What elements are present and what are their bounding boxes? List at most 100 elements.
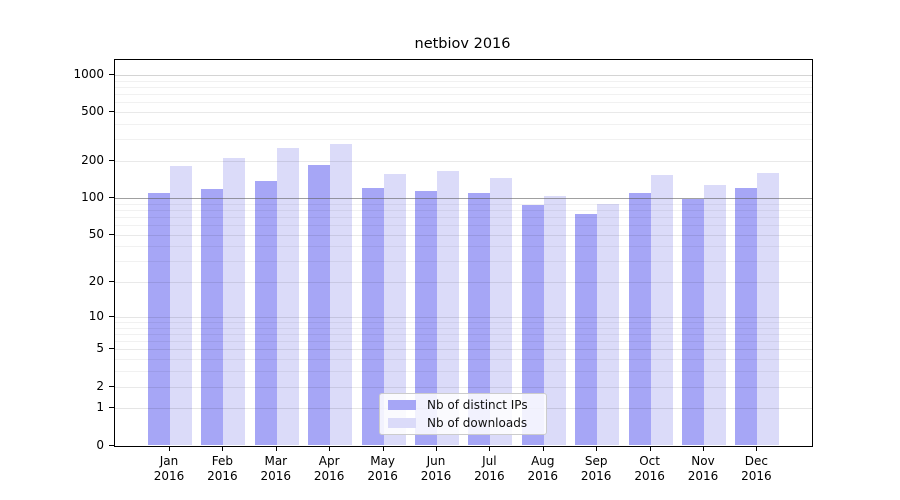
gridline-9 [115,322,812,324]
legend-row-distinct-ips: Nb of distinct IPs [380,398,546,413]
x-tick-label-aug: Aug 2016 [527,453,559,483]
y-tick-label-100: 100 [81,190,104,204]
y-tick-label-50: 50 [88,226,104,241]
y-tick-50 [109,233,114,235]
gridline-50 [115,234,812,236]
bar-distinct-ips-jan [148,192,170,446]
bar-downloads-nov [704,184,726,446]
x-tick-nov [703,446,704,451]
y-tick-label-20: 20 [88,274,104,289]
bar-distinct-ips-apr [308,164,331,446]
bar-distinct-ips-dec [735,187,758,446]
bar-distinct-ips-oct [628,192,651,446]
x-tick-dec [756,446,758,451]
bar-downloads-may [383,174,406,446]
x-tick-feb [222,446,224,451]
gridline-6 [115,341,812,343]
gridline-600 [115,102,812,104]
gridline-3 [115,371,812,373]
bar-distinct-ips-mar [254,180,277,446]
x-tick-aug [542,446,544,451]
y-tick-label-2: 2 [96,378,104,393]
bar-distinct-ips-aug [521,205,544,446]
legend: Nb of distinct IPs Nb of downloads [379,393,547,435]
bar-distinct-ips-jul [468,193,491,446]
gridline-8 [115,327,812,329]
x-tick-jul [489,446,491,451]
x-tick-label-mar: Mar 2016 [260,453,292,483]
gridline-5 [115,349,812,351]
gridline-40 [115,246,812,248]
legend-swatch-downloads [388,418,416,428]
y-tick-label-0: 0 [96,437,104,452]
gridline-70 [115,216,812,218]
bar-downloads-feb [223,158,246,446]
y-tick-20 [109,281,114,283]
gridline-300 [115,139,812,141]
bar-downloads-dec [757,172,780,446]
bar-downloads-jun [437,171,459,446]
legend-row-downloads: Nb of downloads [380,416,546,431]
y-tick-label-500: 500 [81,104,104,119]
y-tick-label-200: 200 [81,153,104,168]
bar-downloads-jan [170,165,192,446]
x-tick-apr [329,446,331,451]
bar-distinct-ips-jun [415,191,437,446]
gridline-1000 [115,75,812,76]
y-tick-100 [109,197,114,198]
x-tick-jun [436,446,437,451]
y-tick-500 [109,111,114,113]
bar-downloads-jul [490,178,513,446]
x-tick-label-feb: Feb 2016 [207,453,238,483]
gridline-60 [115,225,812,227]
y-tick-1 [109,407,114,409]
x-tick-label-sep: Sep 2016 [580,453,612,483]
gridline-80 [115,209,812,211]
bar-distinct-ips-feb [201,189,224,446]
gridline-200 [115,161,812,163]
y-tick-2 [109,385,114,387]
y-tick-200 [109,160,114,162]
x-tick-label-jan: Jan 2016 [153,453,185,483]
x-tick-label-nov: Nov 2016 [687,453,719,483]
legend-swatch-distinct-ips [388,400,416,410]
y-tick-label-1000: 1000 [73,67,104,81]
bar-downloads-apr [330,143,353,446]
gridline-900 [115,80,812,82]
gridline-30 [115,261,812,263]
gridline-2 [115,386,812,388]
x-tick-label-dec: Dec 2016 [741,453,772,483]
legend-label-downloads: Nb of downloads [427,416,528,430]
bar-downloads-oct [650,175,673,446]
bar-downloads-sep [597,203,620,446]
gridline-400 [115,124,812,126]
gridline-100 [115,198,812,199]
gridline-500 [115,112,812,114]
x-tick-sep [596,446,598,451]
gridline-700 [115,94,812,96]
x-tick-may [382,446,384,451]
bar-distinct-ips-may [361,187,384,446]
y-tick-label-10: 10 [88,308,104,323]
x-tick-label-jun: Jun 2016 [420,453,452,483]
y-tick-5 [109,348,114,350]
x-tick-label-oct: Oct 2016 [634,453,665,483]
bar-distinct-ips-nov [682,199,704,446]
bar-downloads-aug [543,196,566,446]
y-tick-1000 [109,74,114,75]
y-tick-label-5: 5 [96,341,104,356]
gridline-800 [115,86,812,88]
y-tick-label-1: 1 [96,400,104,415]
gridline-7 [115,333,812,335]
x-tick-label-may: May 2016 [367,453,398,483]
gridline-90 [115,203,812,205]
y-tick-0 [109,444,114,446]
legend-label-distinct-ips: Nb of distinct IPs [427,398,528,412]
x-tick-label-jul: Jul 2016 [474,453,505,483]
bar-downloads-mar [276,147,299,446]
chart-title: netbiov 2016 [414,36,511,52]
plot-area [114,59,813,447]
gridline-10 [115,316,812,318]
x-tick-label-apr: Apr 2016 [313,453,345,483]
